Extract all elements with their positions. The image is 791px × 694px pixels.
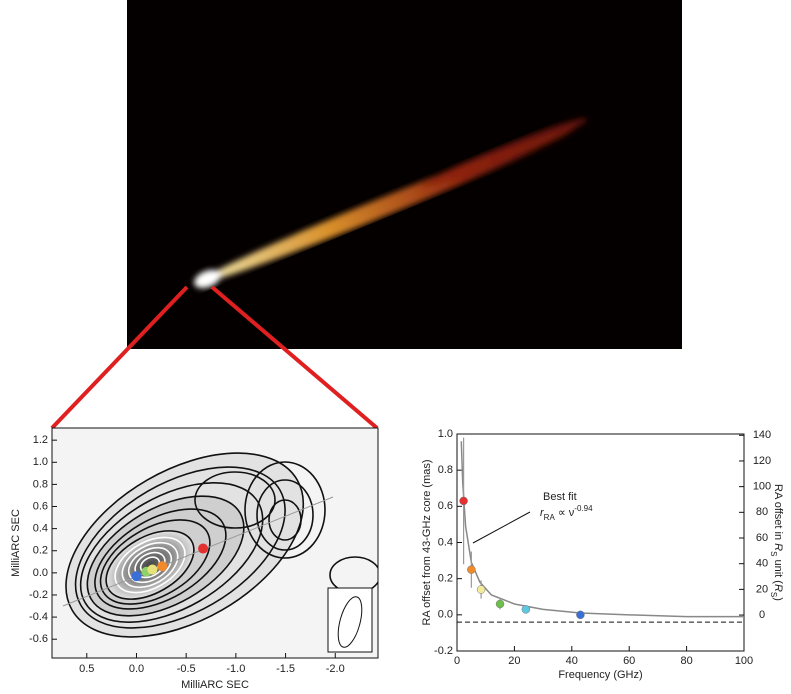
right-frame bbox=[456, 433, 745, 652]
y-tick-label: 0.0 bbox=[33, 567, 48, 579]
y2-tick-label: 60 bbox=[756, 532, 768, 544]
label-part: R bbox=[772, 584, 784, 592]
y2-tick-label: 40 bbox=[756, 558, 768, 570]
y-tick-label: 1.0 bbox=[438, 428, 453, 440]
y2-tick-label: 20 bbox=[756, 583, 768, 595]
point bbox=[198, 543, 209, 554]
y-tick-label: 0.4 bbox=[438, 536, 453, 548]
contour-map bbox=[52, 428, 378, 658]
plot-area bbox=[457, 437, 744, 623]
x-tick-label: -2.0 bbox=[326, 663, 345, 675]
x-tick-label: 40 bbox=[566, 655, 578, 667]
point bbox=[495, 599, 505, 609]
y2-tick-label: 80 bbox=[756, 506, 768, 518]
label-part: S bbox=[769, 592, 778, 597]
x-tick-label: -1.0 bbox=[226, 663, 245, 675]
point bbox=[521, 605, 531, 614]
label-part: RA offset in bbox=[772, 484, 784, 543]
point bbox=[147, 564, 158, 575]
x-tick-label: 60 bbox=[623, 655, 635, 667]
y-tick-label: -0.4 bbox=[29, 611, 48, 623]
y-axis-label: MilliARC SEC bbox=[10, 509, 22, 577]
y-tick-label: 1.2 bbox=[33, 434, 48, 446]
y-axis-label: RA offset from 43-GHz core (mas) bbox=[421, 459, 433, 625]
jet bbox=[194, 118, 588, 289]
label-part: S bbox=[769, 551, 778, 556]
point bbox=[157, 561, 168, 572]
label-part: -0.94 bbox=[574, 504, 593, 513]
label-part: RA bbox=[544, 513, 556, 522]
x-tick-label: 80 bbox=[680, 655, 692, 667]
jet-image bbox=[127, 0, 682, 349]
y-tick-label: 0.8 bbox=[438, 464, 453, 476]
label-part: ∝ ν bbox=[555, 507, 575, 519]
zoom-line bbox=[210, 285, 379, 430]
x-tick-label: 0.0 bbox=[129, 663, 144, 675]
y2-tick-label: 0 bbox=[759, 609, 765, 621]
y-tick-label: 1.0 bbox=[33, 456, 48, 468]
point bbox=[476, 585, 486, 594]
x-tick-label: 0 bbox=[454, 655, 460, 667]
y-tick-label: 0.4 bbox=[33, 523, 48, 535]
label-part: ) bbox=[772, 597, 784, 601]
point bbox=[467, 565, 476, 574]
point bbox=[459, 496, 468, 506]
y2-tick-label: 120 bbox=[753, 455, 771, 467]
y-tick-label: 0.6 bbox=[33, 500, 48, 512]
y-tick-label: 0.6 bbox=[438, 500, 453, 512]
annotation-title: Best fit bbox=[543, 491, 577, 503]
x-tick-label: 20 bbox=[508, 655, 520, 667]
x-tick-label: 0.5 bbox=[79, 663, 94, 675]
y-tick-label: 0.8 bbox=[33, 478, 48, 490]
label-part: unit ( bbox=[772, 556, 784, 584]
y2-tick-label: 100 bbox=[753, 481, 771, 493]
annotation-leader bbox=[472, 511, 531, 544]
label-part: R bbox=[772, 543, 784, 551]
fit-line bbox=[460, 441, 744, 618]
annotation-formula: rRA ∝ ν-0.94 bbox=[540, 504, 593, 522]
x-tick-label: 100 bbox=[735, 655, 753, 667]
y-tick-label: 0.2 bbox=[33, 545, 48, 557]
x-axis-label: MilliARC SEC bbox=[181, 679, 249, 691]
y-tick-label: 0.2 bbox=[438, 573, 453, 585]
x-tick-label: -0.5 bbox=[177, 663, 196, 675]
y-tick-label: -0.6 bbox=[29, 633, 48, 645]
y-tick-label: 0.0 bbox=[438, 609, 453, 621]
x-axis-label: Frequency (GHz) bbox=[558, 669, 642, 681]
left-frame bbox=[51, 427, 379, 659]
y2-tick-label: 140 bbox=[753, 429, 771, 441]
y2-axis-label: RA offset in RS unit (RS) bbox=[769, 484, 784, 601]
y-tick-label: -0.2 bbox=[29, 589, 48, 601]
zoom-line bbox=[50, 285, 189, 430]
y-tick-label: -0.2 bbox=[434, 645, 453, 657]
point bbox=[131, 571, 142, 582]
x-tick-label: -1.5 bbox=[276, 663, 295, 675]
point bbox=[576, 610, 585, 620]
label-part: r bbox=[540, 507, 545, 519]
